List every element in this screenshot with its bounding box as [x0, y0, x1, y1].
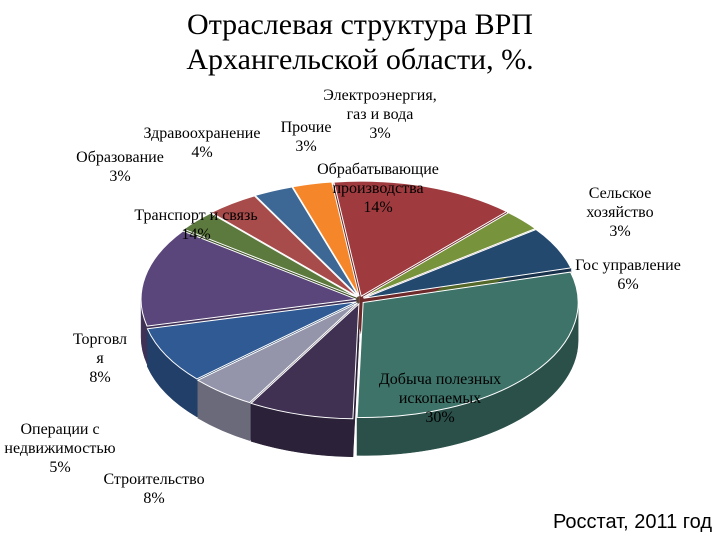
slice-label: Электроэнергия, газ и вода 3% [323, 86, 436, 144]
slice-label: Гос управление 6% [575, 256, 681, 294]
slice-label: Добыча полезных ископаемых 30% [379, 370, 501, 428]
slice-label: Сельское хозяйство 3% [586, 184, 653, 242]
slice-label: Строительство 8% [103, 470, 204, 508]
slice-label: Обрабатывающие производства 14% [317, 160, 439, 218]
source-citation: Росстат, 2011 год [553, 511, 712, 534]
slice-label: Транспорт и связь 14% [134, 206, 257, 244]
slice-label: Торговл я 8% [73, 330, 127, 388]
slice-label: Здравоохранение 4% [144, 124, 261, 162]
chart-title: Отраслевая структура ВРП Архангельской о… [0, 8, 720, 77]
slice-label: Прочие 3% [281, 118, 332, 156]
slice-label: Операции с недвижимостью 5% [4, 420, 115, 478]
